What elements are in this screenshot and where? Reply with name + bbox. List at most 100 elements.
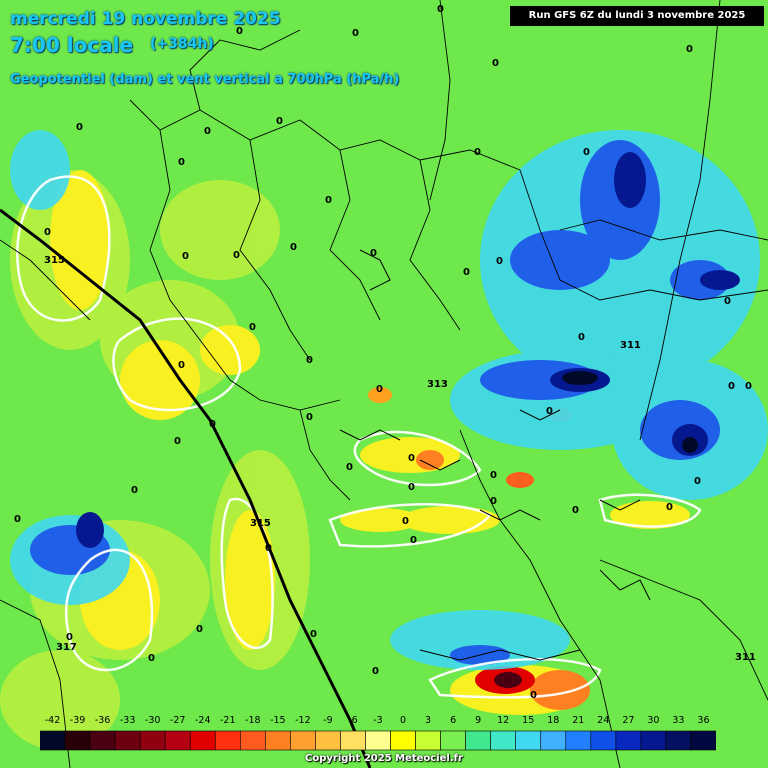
- legend-swatch: [640, 730, 667, 751]
- legend-swatch: [114, 730, 141, 751]
- legend-swatch: [490, 730, 517, 751]
- legend-swatch: [515, 730, 542, 751]
- zero-contour-label: 0: [490, 496, 497, 507]
- zero-contour-label: 0: [492, 58, 499, 69]
- zero-contour-label: 0: [174, 436, 181, 447]
- legend-swatch: [265, 730, 291, 751]
- run-info: Run GFS 6Z du lundi 3 novembre 2025: [510, 6, 764, 26]
- legend-tick-label: -6: [348, 715, 357, 726]
- legend-swatch: [390, 730, 416, 751]
- legend-swatch: [139, 730, 166, 751]
- zero-contour-label: 0: [276, 116, 283, 127]
- legend-swatch: [665, 730, 692, 751]
- zero-contour-label: 0: [236, 26, 243, 37]
- zero-contour-label: 0: [290, 242, 297, 253]
- legend-swatch: [290, 730, 316, 751]
- zero-contour-label: 0: [496, 256, 503, 267]
- zero-contour-label: 0: [437, 4, 444, 15]
- zero-contour-label: 0: [410, 535, 417, 546]
- zero-contour-label: 0: [694, 476, 701, 487]
- legend-tick-label: -24: [195, 715, 211, 726]
- legend-swatch: [64, 730, 91, 751]
- legend-tick-label: -39: [70, 715, 86, 726]
- zero-contour-label: 0: [148, 653, 155, 664]
- geopotential-label: 313: [427, 379, 448, 390]
- geopotential-label: 311: [735, 652, 756, 663]
- legend-tick-label: -15: [270, 715, 286, 726]
- zero-contour-label: 0: [131, 485, 138, 496]
- zero-contour-label: 0: [408, 482, 415, 493]
- legend-tick-label: 36: [697, 715, 709, 726]
- legend-swatch: [415, 730, 441, 751]
- legend-tick-label: 0: [400, 715, 406, 726]
- zero-contour-label: 0: [666, 502, 673, 513]
- zero-contour-label: 0: [306, 355, 313, 366]
- legend-tick-label: 3: [425, 715, 431, 726]
- legend-swatch: [540, 730, 567, 751]
- legend-swatch: [189, 730, 216, 751]
- field-description: Geopotentiel (dam) et vent vertical a 70…: [10, 72, 400, 87]
- zero-contour-label: 0: [196, 624, 203, 635]
- zero-contour-label: 0: [728, 381, 735, 392]
- legend-swatch: [440, 730, 466, 751]
- legend-tick-label: -36: [95, 715, 111, 726]
- forecast-lead: (+384h): [150, 36, 214, 52]
- geopotential-label: 317: [56, 642, 77, 653]
- legend-tick-label: -30: [145, 715, 161, 726]
- zero-contour-label: 0: [474, 147, 481, 158]
- zero-contour-label: 0: [249, 322, 256, 333]
- legend-swatch: [690, 730, 716, 751]
- zero-contour-label: 0: [325, 195, 332, 206]
- zero-contour-label: 0: [546, 406, 553, 417]
- legend-tick-label: 24: [597, 715, 609, 726]
- legend-tick-label: 30: [647, 715, 659, 726]
- zero-contour-label: 0: [370, 248, 377, 259]
- legend-swatch: [239, 730, 266, 751]
- zero-contour-label: 0: [372, 666, 379, 677]
- zero-contour-label: 0: [233, 250, 240, 261]
- geopotential-label: 315: [44, 255, 65, 266]
- legend-tick-label: 21: [572, 715, 584, 726]
- zero-contour-label: 0: [204, 126, 211, 137]
- geopotential-label: 315: [250, 518, 271, 529]
- legend-tick-label: -18: [245, 715, 261, 726]
- legend-tick-label: 18: [547, 715, 559, 726]
- zero-contour-label: 0: [583, 147, 590, 158]
- zero-contour-label: 0: [352, 28, 359, 39]
- legend-tick-label: -42: [45, 715, 61, 726]
- legend-tick-label: 27: [622, 715, 634, 726]
- zero-contour-label: 0: [76, 122, 83, 133]
- legend-swatch: [465, 730, 491, 751]
- legend-swatch: [214, 730, 241, 751]
- zero-contour-label: 0: [66, 632, 73, 643]
- zero-contour-label: 0: [724, 296, 731, 307]
- zero-contour-label: 0: [572, 505, 579, 516]
- zero-contour-label: 0: [530, 690, 537, 701]
- zero-contour-label: 0: [490, 470, 497, 481]
- legend-swatch: [164, 730, 191, 751]
- legend-tick-label: 9: [475, 715, 481, 726]
- zero-contour-label: 0: [44, 227, 51, 238]
- legend-tick-label: -21: [220, 715, 236, 726]
- copyright: Copyright 2025 Meteociel.fr: [305, 753, 463, 764]
- zero-contour-label: 0: [578, 332, 585, 343]
- zero-contour-label: 0: [14, 514, 21, 525]
- zero-contour-label: 0: [402, 516, 409, 527]
- legend-tick-label: 15: [522, 715, 534, 726]
- legend-tick-label: -27: [170, 715, 186, 726]
- geopotential-label: 311: [620, 340, 641, 351]
- legend-swatch: [615, 730, 642, 751]
- legend-swatch: [340, 730, 366, 751]
- zero-contour-label: 0: [306, 412, 313, 423]
- zero-contour-label: 0: [178, 157, 185, 168]
- legend-tick-label: -33: [120, 715, 136, 726]
- zero-contour-label: 0: [686, 44, 693, 55]
- legend-swatch: [590, 730, 617, 751]
- legend-swatch: [565, 730, 592, 751]
- legend-swatch: [315, 730, 341, 751]
- zero-contour-label: 0: [178, 360, 185, 371]
- forecast-date: mercredi 19 novembre 2025: [10, 9, 281, 29]
- zero-contour-label: 0: [310, 629, 317, 640]
- zero-contour-label: 0: [182, 251, 189, 262]
